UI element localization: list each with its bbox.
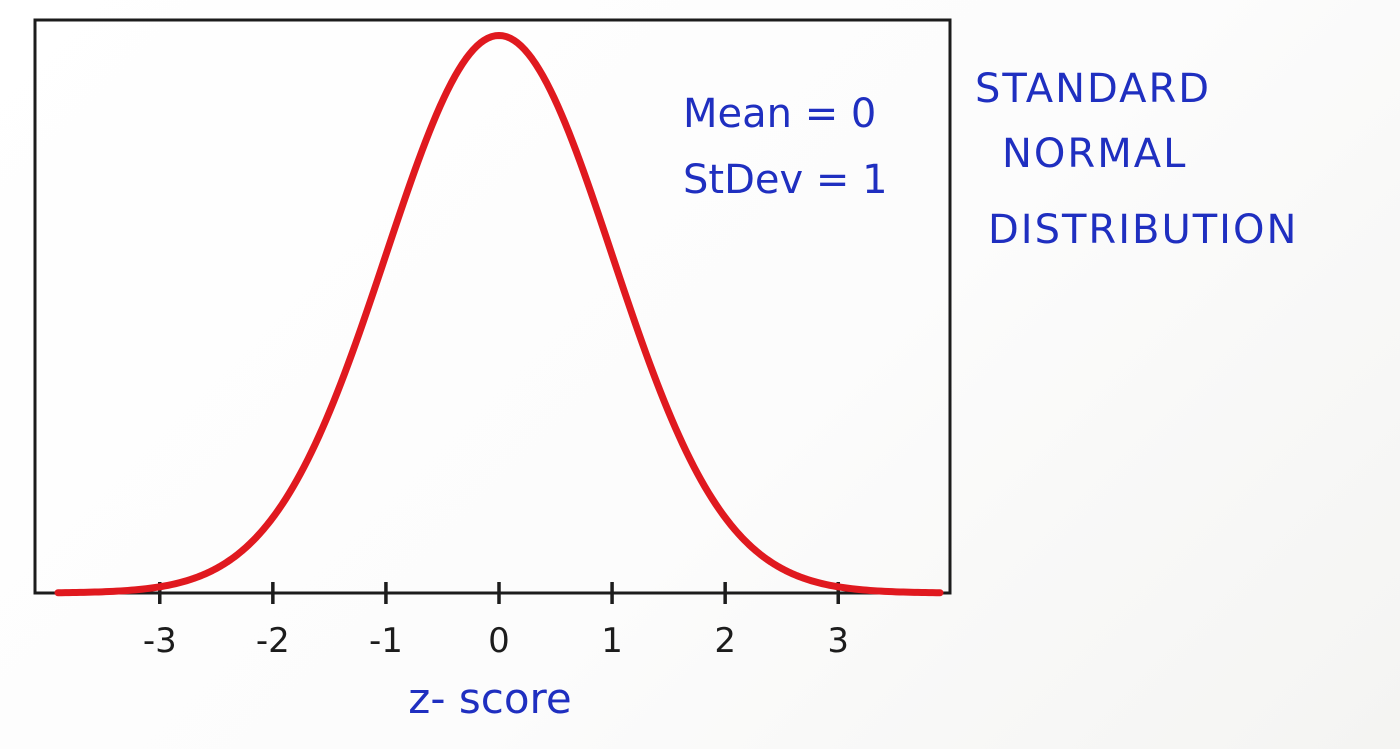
x-tick-label: 2 [714, 621, 736, 661]
x-tick-label: -3 [143, 621, 177, 661]
title-line-normal: NORMAL [1002, 131, 1187, 177]
x-axis-label: z- score [408, 674, 571, 723]
x-tick-labels: -3 -2 -1 0 1 2 3 [143, 621, 849, 661]
x-tick-label: -2 [256, 621, 290, 661]
x-tick-label: 3 [827, 621, 849, 661]
normal-curve-line [54, 31, 944, 597]
stdev-annotation: StDev = 1 [683, 157, 888, 203]
x-tick-label: 1 [601, 621, 623, 661]
curve-group [54, 31, 944, 597]
x-tick-label: 0 [488, 621, 510, 661]
mean-annotation: Mean = 0 [683, 91, 876, 137]
title-line-distribution: DISTRIBUTION [988, 207, 1298, 253]
x-tick-label: -1 [369, 621, 403, 661]
title-line-standard: STANDARD [975, 66, 1211, 112]
